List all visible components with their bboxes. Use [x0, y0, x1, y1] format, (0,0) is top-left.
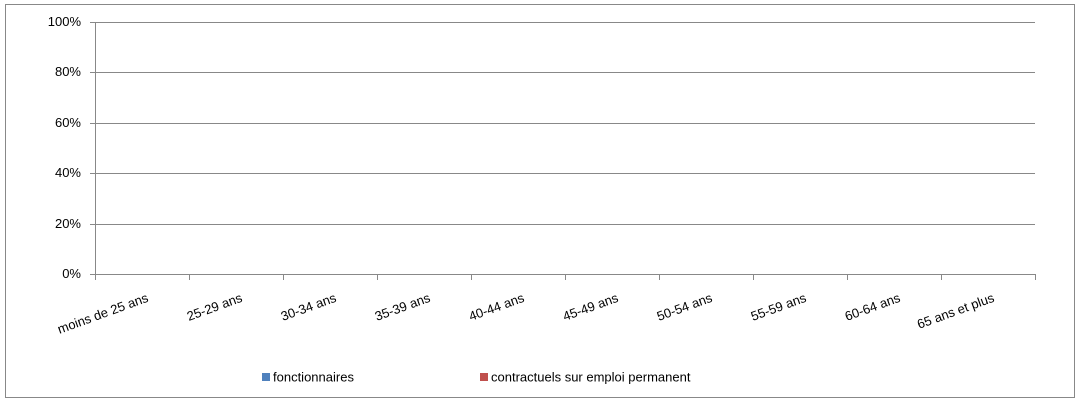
y-tick-label: 0% — [62, 266, 81, 281]
y-tick-label: 20% — [55, 216, 81, 231]
y-tick-label: 40% — [55, 165, 81, 180]
legend-label: fonctionnaires — [273, 369, 354, 384]
y-tick-label: 100% — [48, 14, 82, 29]
legend-swatch — [262, 373, 270, 381]
legend-swatch — [480, 373, 488, 381]
y-tick-label: 60% — [55, 115, 81, 130]
chart-border — [5, 4, 1075, 398]
y-tick-label: 80% — [55, 64, 81, 79]
legend-label: contractuels sur emploi permanent — [491, 369, 691, 384]
